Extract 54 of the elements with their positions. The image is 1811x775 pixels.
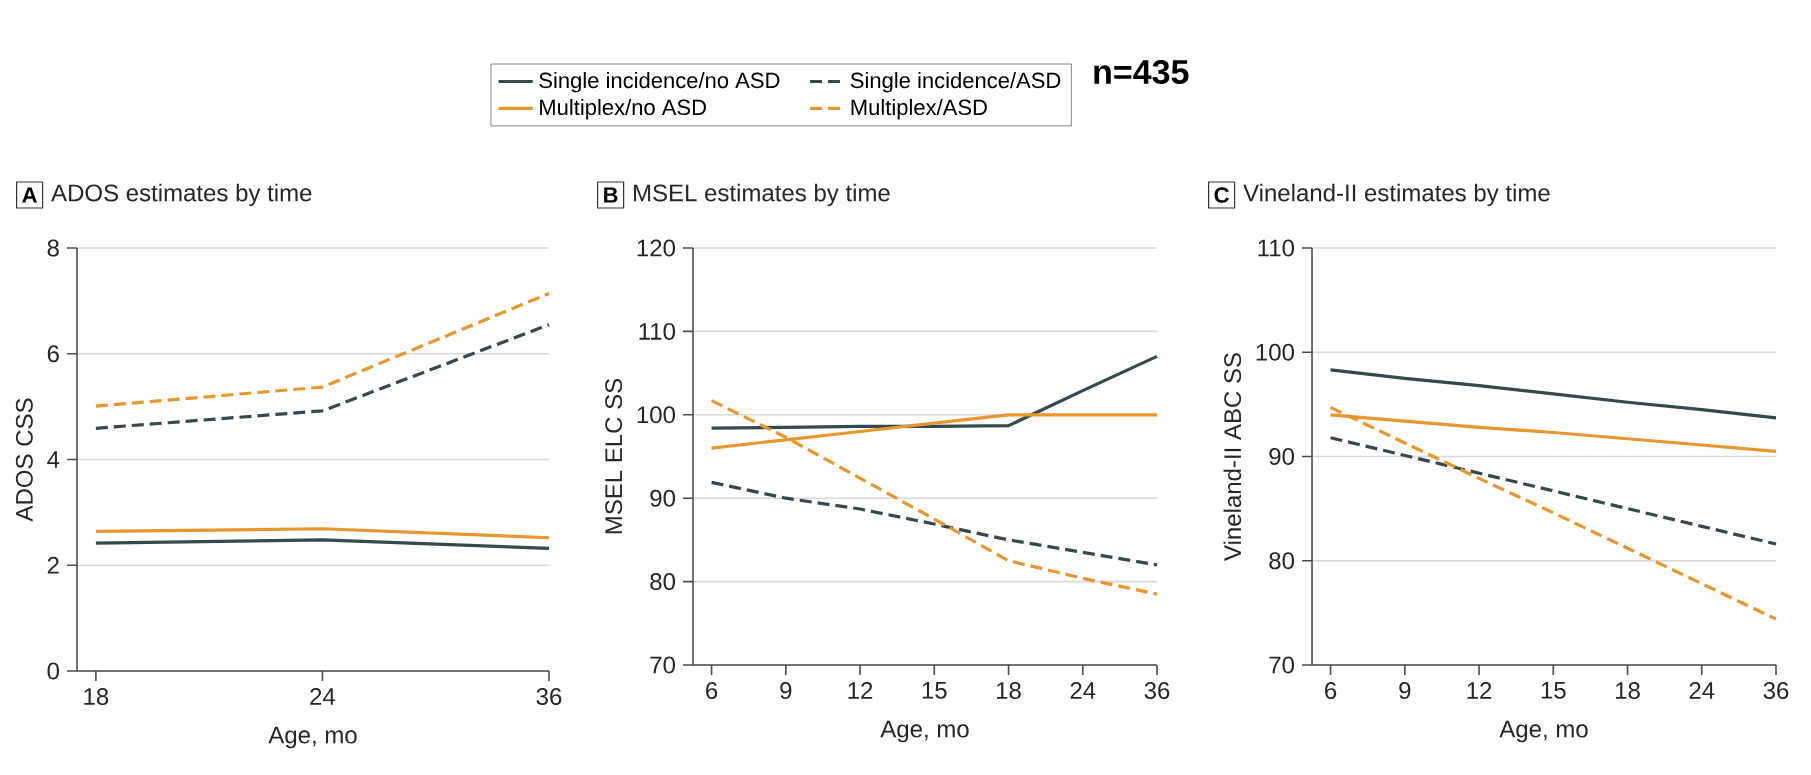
- y-axis-title: ADOS CSS: [15, 398, 33, 522]
- text: C: [1214, 187, 1229, 203]
- x-tick-label: 9: [780, 682, 792, 700]
- text: B: [604, 187, 618, 203]
- x-tick-label: 18: [997, 682, 1021, 700]
- legend-label: Single incidence/ASD: [850, 72, 1061, 93]
- x-axis-title: Age, mo: [268, 726, 357, 749]
- x-tick-label: 24: [1070, 682, 1096, 699]
- line-series: [709, 354, 1159, 430]
- line-series: [709, 399, 1159, 596]
- x-tick-label: 36: [1763, 682, 1789, 700]
- y-tick-label: 100: [637, 406, 676, 424]
- x-axis-title: Age, mo: [1499, 720, 1588, 743]
- line-series: [1328, 405, 1778, 621]
- x-tick-label: 15: [1541, 682, 1566, 699]
- x-tick-label: 6: [706, 682, 718, 700]
- x-tick-label: 15: [922, 682, 947, 699]
- x-tick-label: 12: [1467, 682, 1492, 699]
- y-axis-title: Vineland-II ABC SS: [1223, 353, 1242, 561]
- x-tick-label: 6: [1325, 682, 1337, 700]
- y-tick-label: 4: [47, 451, 60, 468]
- text: n=435: [1094, 59, 1189, 85]
- y-tick-label: 8: [47, 239, 59, 257]
- x-tick-label: 9: [1399, 682, 1411, 700]
- text: A: [22, 187, 37, 203]
- y-tick-label: 110: [1258, 239, 1295, 257]
- x-tick-label: 36: [1144, 682, 1170, 700]
- y-tick-label: 6: [47, 345, 59, 363]
- y-axis-title: MSEL ELC SS: [605, 378, 623, 534]
- y-tick-label: 0: [47, 662, 60, 680]
- y-tick-label: 2: [47, 556, 59, 574]
- chart-title: ADOS estimates by time: [51, 183, 312, 207]
- x-tick-label: 24: [310, 688, 336, 705]
- y-tick-label: 70: [650, 656, 676, 674]
- chart-title: Vineland-II estimates by time: [1243, 183, 1550, 207]
- chart-title: MSEL estimates by time: [634, 183, 890, 207]
- x-tick-label: 24: [1689, 682, 1715, 699]
- y-tick-label: 90: [650, 489, 676, 507]
- legend-label: Multiplex/ASD: [851, 98, 987, 120]
- legend-label: Multiplex/no ASD: [540, 98, 706, 120]
- x-tick-label: 18: [1616, 682, 1640, 700]
- line-series: [1328, 368, 1778, 420]
- x-tick-label: 12: [848, 682, 873, 699]
- x-axis-title: Age, mo: [880, 720, 969, 743]
- y-tick-label: 70: [1269, 656, 1295, 674]
- y-tick-label: 110: [639, 322, 676, 340]
- y-tick-label: 80: [650, 573, 676, 591]
- y-tick-label: 90: [1269, 448, 1295, 465]
- legend-label: Single incidence/no ASD: [539, 72, 780, 93]
- y-tick-label: 80: [1269, 552, 1295, 570]
- y-tick-label: 100: [1256, 343, 1295, 361]
- y-tick-label: 120: [637, 239, 676, 257]
- x-tick-label: 18: [84, 688, 109, 706]
- x-tick-label: 36: [536, 688, 562, 706]
